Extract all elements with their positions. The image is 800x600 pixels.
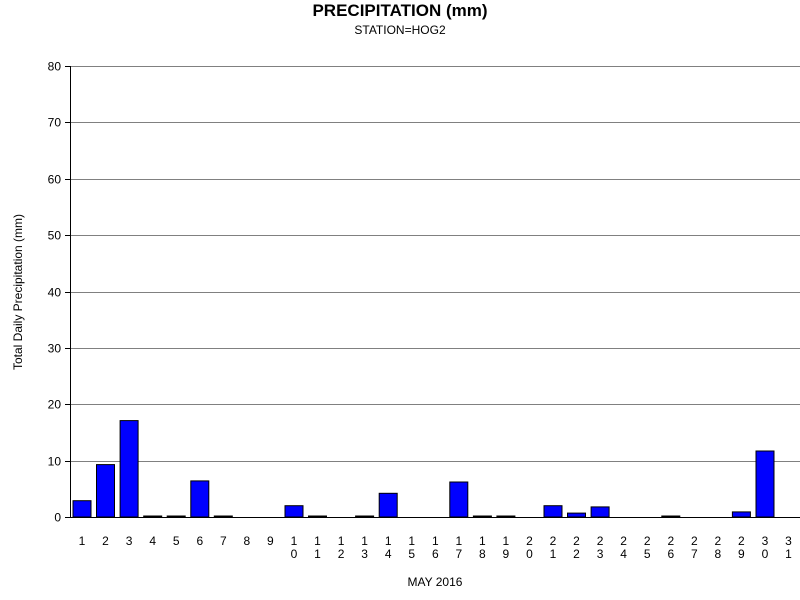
x-tick-label: 4 bbox=[149, 534, 156, 548]
y-tick-label: 80 bbox=[48, 60, 62, 74]
x-tick-label: 1 bbox=[550, 547, 557, 561]
chart-subtitle: STATION=HOG2 bbox=[354, 23, 446, 37]
y-tick-label: 0 bbox=[54, 511, 61, 525]
x-tick-label: 2 bbox=[644, 534, 651, 548]
x-tick-label: 7 bbox=[691, 547, 698, 561]
bar bbox=[590, 506, 610, 518]
bar bbox=[449, 481, 469, 518]
y-tick-label: 30 bbox=[48, 342, 62, 356]
x-tick-label: 3 bbox=[785, 534, 792, 548]
x-tick-label: 2 bbox=[620, 534, 627, 548]
bar bbox=[213, 515, 233, 518]
bar bbox=[119, 420, 139, 518]
x-tick-label: 1 bbox=[455, 534, 462, 548]
x-tick-label: 1 bbox=[479, 534, 486, 548]
x-tick-label: 1 bbox=[314, 534, 321, 548]
bar bbox=[496, 515, 516, 518]
bar bbox=[308, 515, 327, 518]
x-tick-label: 1 bbox=[79, 534, 86, 548]
y-tick-label: 70 bbox=[48, 116, 62, 130]
x-tick-label: 3 bbox=[126, 534, 133, 548]
x-tick-label: 1 bbox=[314, 547, 321, 561]
x-tick-label: 7 bbox=[455, 547, 462, 561]
x-tick-label: 6 bbox=[196, 534, 203, 548]
x-tick-label: 1 bbox=[291, 534, 298, 548]
bar bbox=[731, 511, 751, 518]
bar bbox=[166, 515, 186, 518]
x-tick-label: 1 bbox=[785, 547, 792, 561]
x-tick-label: 5 bbox=[408, 547, 415, 561]
x-tick-label: 1 bbox=[361, 534, 368, 548]
y-tick-label: 60 bbox=[48, 173, 62, 187]
bar bbox=[143, 515, 163, 518]
bar bbox=[543, 505, 563, 518]
x-tick-label: 9 bbox=[738, 547, 745, 561]
bar bbox=[190, 480, 210, 518]
y-tick-label: 20 bbox=[48, 398, 62, 412]
x-tick-label: 0 bbox=[291, 547, 298, 561]
bar bbox=[472, 515, 492, 518]
grid-lines bbox=[70, 66, 800, 462]
x-tick-label: 3 bbox=[762, 534, 769, 548]
x-tick-label: 4 bbox=[620, 547, 627, 561]
bar bbox=[96, 464, 115, 518]
x-tick-label: 1 bbox=[385, 534, 392, 548]
x-tick-label: 9 bbox=[503, 547, 510, 561]
x-tick-label: 7 bbox=[220, 534, 227, 548]
x-tick-label: 8 bbox=[715, 547, 722, 561]
x-tick-label: 5 bbox=[173, 534, 180, 548]
bar bbox=[72, 500, 92, 518]
bar bbox=[284, 505, 304, 518]
x-tick-label: 2 bbox=[738, 534, 745, 548]
y-tick-label: 10 bbox=[48, 455, 62, 469]
x-tick-label: 3 bbox=[597, 547, 604, 561]
x-tick-label: 6 bbox=[432, 547, 439, 561]
x-tick-label: 8 bbox=[243, 534, 250, 548]
x-axis-label: MAY 2016 bbox=[408, 575, 463, 589]
bar bbox=[567, 512, 586, 518]
y-tick-label: 50 bbox=[48, 229, 62, 243]
x-tick-label: 2 bbox=[550, 534, 557, 548]
y-tick-label: 40 bbox=[48, 286, 62, 300]
x-tick-label: 2 bbox=[573, 547, 580, 561]
x-tick-label: 2 bbox=[573, 534, 580, 548]
bar bbox=[378, 492, 398, 518]
x-tick-label: 2 bbox=[597, 534, 604, 548]
x-tick-label: 5 bbox=[644, 547, 651, 561]
x-tick-label: 2 bbox=[102, 534, 109, 548]
x-tick-label: 2 bbox=[338, 547, 345, 561]
x-tick-label: 2 bbox=[667, 534, 674, 548]
x-tick-label: 2 bbox=[715, 534, 722, 548]
x-tick-label: 1 bbox=[408, 534, 415, 548]
x-tick-label: 6 bbox=[667, 547, 674, 561]
x-tick-label: 1 bbox=[338, 534, 345, 548]
bar bbox=[355, 515, 375, 518]
x-tick-label: 1 bbox=[432, 534, 439, 548]
x-tick-label: 2 bbox=[526, 534, 533, 548]
x-tick-label: 8 bbox=[479, 547, 486, 561]
chart-title: PRECIPITATION (mm) bbox=[312, 1, 488, 20]
x-tick-label: 9 bbox=[267, 534, 274, 548]
bar bbox=[661, 515, 681, 518]
bar bbox=[755, 450, 775, 518]
x-tick-label: 3 bbox=[361, 547, 368, 561]
y-axis-label: Total Daily Precipitation (mm) bbox=[11, 214, 25, 370]
bars bbox=[72, 420, 775, 518]
x-tick-label: 1 bbox=[503, 534, 510, 548]
x-tick-label: 2 bbox=[691, 534, 698, 548]
x-tick-label: 0 bbox=[526, 547, 533, 561]
x-tick-label: 0 bbox=[762, 547, 769, 561]
x-tick-label: 4 bbox=[385, 547, 392, 561]
